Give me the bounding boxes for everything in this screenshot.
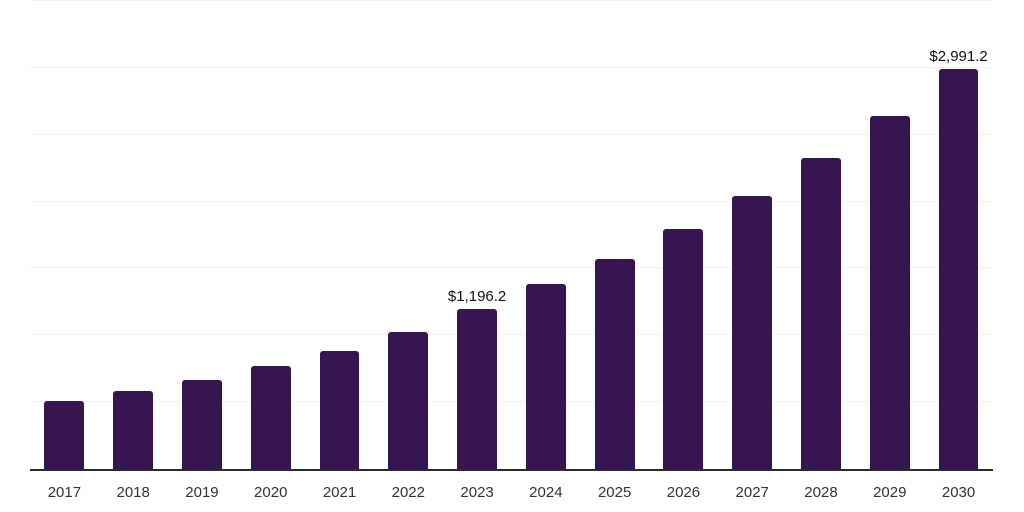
bar-slot-2018 — [99, 1, 168, 469]
bar-2021[interactable] — [319, 351, 360, 469]
plot-area: $1,196.2 $2,991.2 — [30, 0, 993, 469]
bar-2019[interactable] — [182, 380, 222, 469]
x-tick-2025: 2025 — [597, 484, 632, 501]
x-tick-2026: 2026 — [666, 484, 701, 501]
bar-slot-2025 — [580, 1, 649, 469]
x-tick-2023: 2023 — [460, 484, 494, 501]
x-tick-2029: 2029 — [873, 484, 907, 501]
x-axis-line — [30, 469, 993, 471]
bar-slot-2028 — [787, 1, 856, 469]
gridline — [30, 200, 993, 202]
x-tick-2017: 2017 — [47, 484, 82, 501]
bar-value-label-2023: $1,196.2 — [447, 288, 507, 306]
bar-slot-2029 — [855, 1, 924, 469]
gridline — [30, 401, 993, 403]
bar-2030[interactable] — [938, 69, 979, 469]
bar-2027[interactable] — [732, 195, 773, 469]
x-tick-2028: 2028 — [804, 484, 838, 501]
x-tick-2018: 2018 — [116, 484, 150, 501]
x-tick-2019: 2019 — [185, 484, 219, 501]
bar-2020[interactable] — [250, 366, 291, 469]
bar-slot-2020 — [236, 1, 305, 469]
bar-2026[interactable] — [663, 228, 704, 469]
x-tick-2021: 2021 — [322, 484, 357, 501]
bar-2028[interactable] — [801, 157, 841, 469]
bar-2024[interactable] — [525, 284, 566, 469]
bar-2025[interactable] — [594, 258, 635, 469]
bar-slot-2022 — [374, 1, 443, 469]
x-tick-2030: 2030 — [941, 484, 976, 501]
bar-slot-2026 — [649, 1, 718, 469]
bar-slot-2021 — [305, 1, 374, 469]
bar-2022[interactable] — [388, 332, 429, 469]
bar-slot-2017 — [30, 1, 99, 469]
bars-layer: $1,196.2 $2,991.2 — [30, 1, 993, 469]
gridline — [30, 133, 993, 135]
x-tick-2022: 2022 — [391, 484, 425, 501]
gridline — [30, 66, 993, 68]
x-tick-2020: 2020 — [254, 484, 288, 501]
x-axis-labels: 2017 2018 2019 2020 2021 2022 2023 2024 2025 2026… — [30, 484, 993, 502]
bar-2023[interactable] — [457, 309, 498, 469]
gridline — [30, 0, 993, 1]
bar-value-label-2030: $2,991.2 — [929, 48, 988, 66]
bar-slot-2030: $2,991.2 — [924, 1, 993, 469]
bar-2017[interactable] — [44, 401, 85, 469]
x-tick-2027: 2027 — [735, 484, 769, 501]
bar-2029[interactable] — [869, 115, 910, 469]
bar-slot-2024 — [511, 1, 580, 469]
bar-slot-2023: $1,196.2 — [443, 1, 512, 469]
bar-slot-2019 — [168, 1, 237, 469]
gridline — [30, 334, 993, 336]
bar-2018[interactable] — [113, 391, 154, 469]
x-tick-2024: 2024 — [529, 484, 563, 501]
bar-slot-2027 — [718, 1, 787, 469]
gridline — [30, 267, 993, 269]
